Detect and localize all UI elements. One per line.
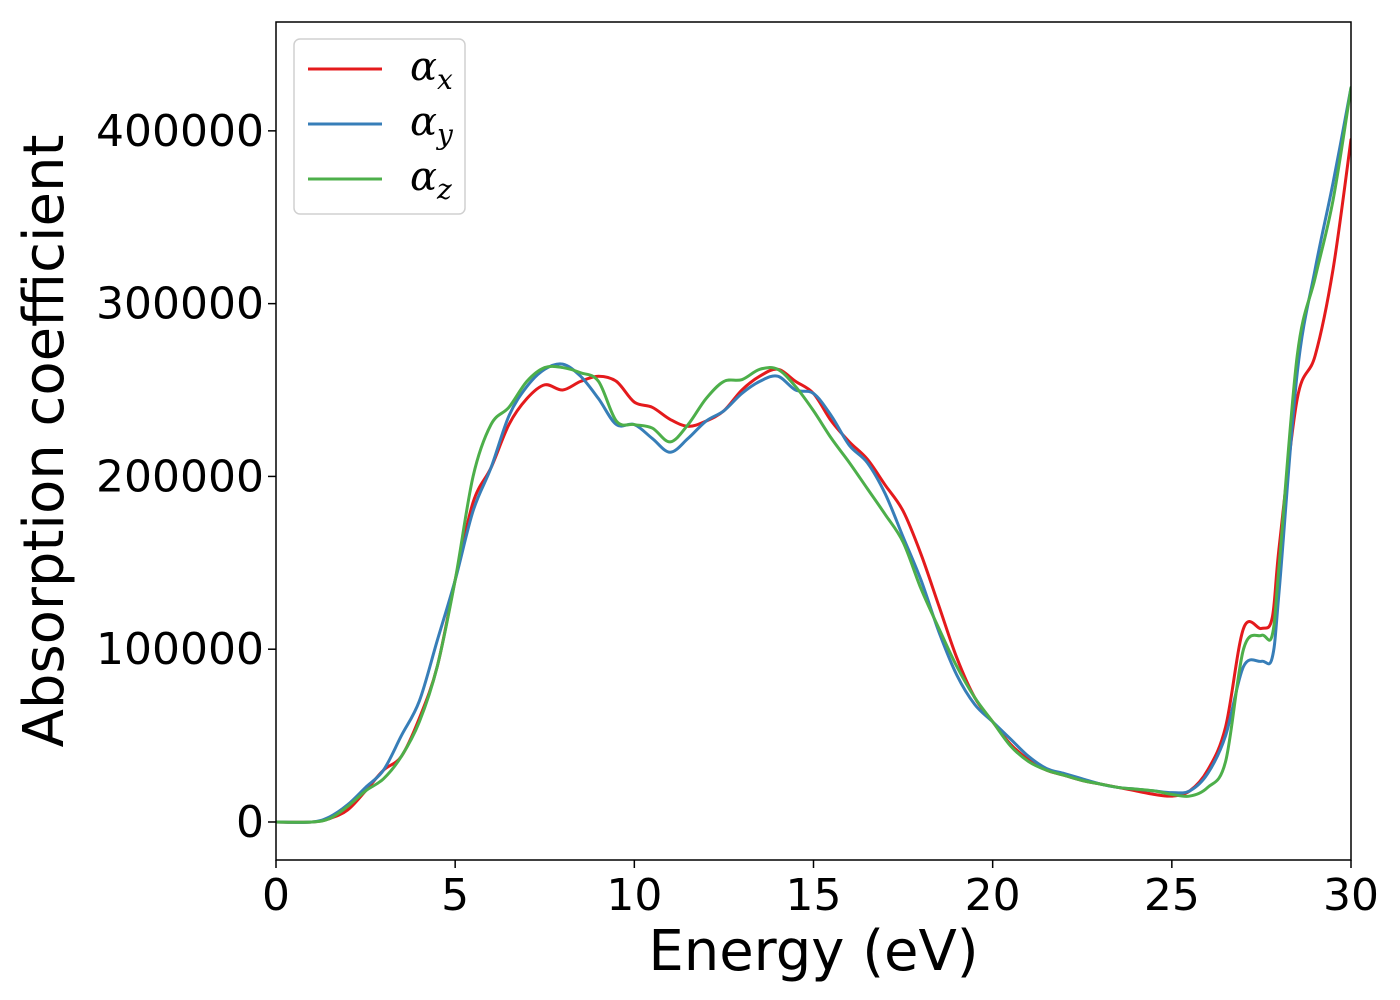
legend-label-y: αy [410, 99, 454, 151]
x-tick-label: 15 [786, 870, 842, 921]
x-tick-label: 30 [1323, 870, 1379, 921]
x-tick-label: 25 [1144, 870, 1200, 921]
x-tick-label: 0 [262, 870, 290, 921]
legend-label-x: αx [410, 44, 453, 96]
series-line-y [276, 86, 1351, 824]
y-tick-label: 100000 [96, 624, 264, 675]
x-tick-label: 10 [606, 870, 662, 921]
legend-box [293, 38, 466, 215]
legend-label-z: αz [410, 154, 452, 206]
y-tick-label: 0 [236, 797, 264, 848]
x-tick-label: 20 [965, 870, 1021, 921]
x-axis-label: Energy (eV) [648, 919, 978, 984]
y-tick-label: 200000 [96, 451, 264, 502]
y-axis-label: Absorption coefficient [12, 135, 77, 748]
series-line-z [276, 86, 1351, 824]
axes-layer: 0 5 10 15 20 25 30 0 100000 200000 300000 400000 [96, 21, 1379, 921]
y-tick-label: 300000 [96, 279, 264, 330]
series-layer [276, 86, 1351, 824]
series-line-x [276, 137, 1351, 824]
y-tick-label: 400000 [96, 106, 264, 157]
x-tick-label: 5 [441, 870, 469, 921]
